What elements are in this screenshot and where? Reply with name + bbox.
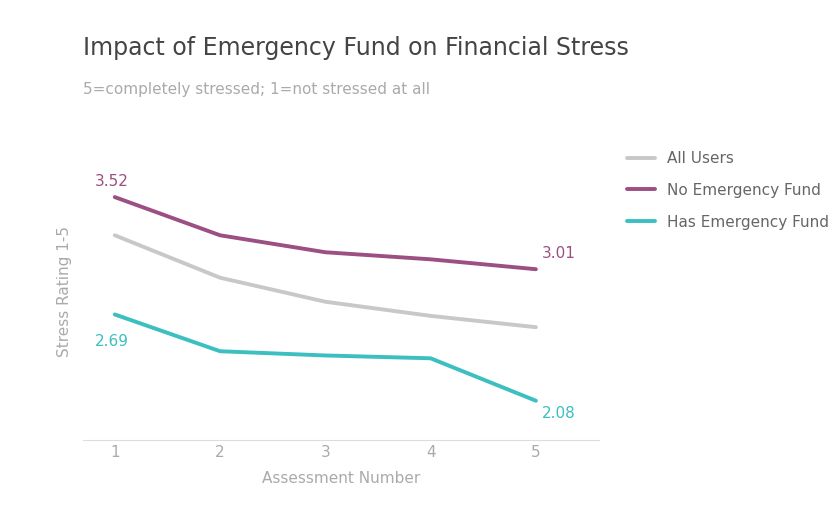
Y-axis label: Stress Rating 1-5: Stress Rating 1-5 bbox=[57, 226, 72, 357]
Text: 2.08: 2.08 bbox=[542, 407, 575, 421]
Text: 3.52: 3.52 bbox=[95, 174, 129, 189]
Legend: All Users, No Emergency Fund, Has Emergency Fund: All Users, No Emergency Fund, Has Emerge… bbox=[627, 151, 829, 229]
Text: Impact of Emergency Fund on Financial Stress: Impact of Emergency Fund on Financial St… bbox=[83, 36, 629, 60]
Text: 3.01: 3.01 bbox=[542, 246, 575, 261]
Text: 2.69: 2.69 bbox=[95, 334, 129, 349]
X-axis label: Assessment Number: Assessment Number bbox=[262, 471, 420, 486]
Text: 5=completely stressed; 1=not stressed at all: 5=completely stressed; 1=not stressed at… bbox=[83, 82, 430, 97]
